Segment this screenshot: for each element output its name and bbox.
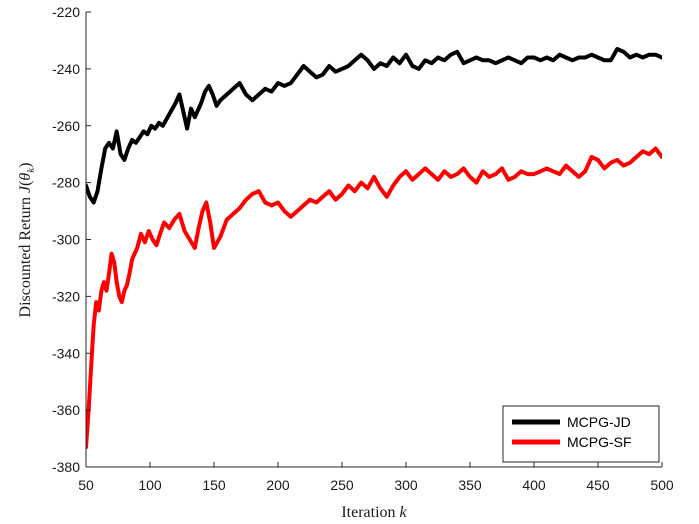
legend-label-mcpg-sf: MCPG-SF <box>567 434 632 450</box>
x-tick-label: 450 <box>586 477 610 493</box>
y-axis-label: Discounted Return J(θk) <box>17 163 37 318</box>
x-tick-label: 350 <box>458 477 482 493</box>
series-line-mcpg-sf <box>86 146 662 450</box>
x-tick-label: 400 <box>522 477 546 493</box>
x-tick-label: 50 <box>78 477 94 493</box>
y-tick-label: -240 <box>52 61 80 77</box>
series-line-mcpg-jd <box>86 47 662 205</box>
plot-area <box>86 12 662 467</box>
y-tick-label: -260 <box>52 118 80 134</box>
x-tick-label: 100 <box>138 477 162 493</box>
y-tick-label: -300 <box>52 232 80 248</box>
x-tick-label: 500 <box>650 477 674 493</box>
y-tick-label: -360 <box>52 402 80 418</box>
legend: MCPG-JD MCPG-SF <box>502 405 660 463</box>
y-tick-label: -280 <box>52 175 80 191</box>
series-layer <box>86 47 662 450</box>
y-tick-label: -320 <box>52 288 80 304</box>
x-axis-ticks: 50 100 150 200 250 300 350 400 450 500 <box>78 462 674 493</box>
legend-box <box>502 405 660 463</box>
x-tick-label: 250 <box>330 477 354 493</box>
y-tick-label: -340 <box>52 345 80 361</box>
x-axis-label: Iteration k <box>341 504 407 521</box>
y-axis-ticks: -220 -240 -260 -280 -300 -320 -340 -360 -380 <box>52 4 91 475</box>
y-tick-label: -380 <box>52 459 80 475</box>
x-tick-label: 200 <box>266 477 290 493</box>
x-tick-label: 300 <box>394 477 418 493</box>
legend-label-mcpg-jd: MCPG-JD <box>567 414 631 430</box>
y-tick-label: -220 <box>52 4 80 20</box>
x-tick-label: 150 <box>202 477 226 493</box>
